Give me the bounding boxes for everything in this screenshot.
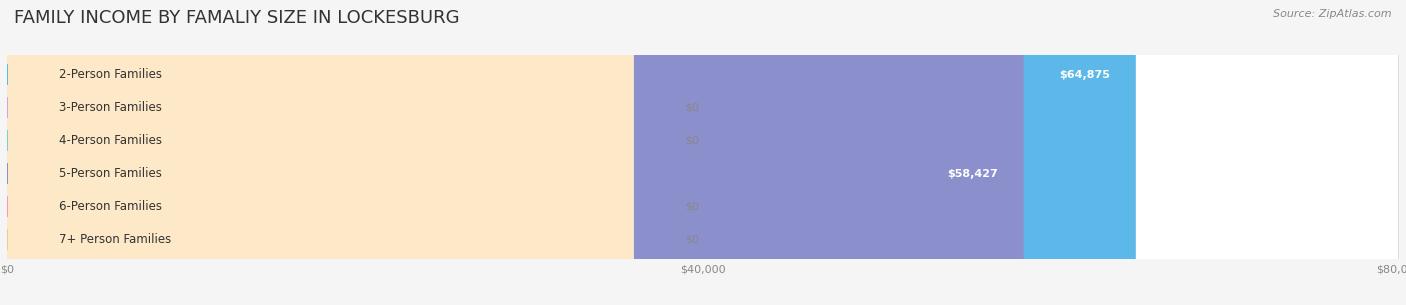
FancyBboxPatch shape: [7, 0, 1399, 305]
Text: $64,875: $64,875: [1059, 70, 1109, 80]
Text: $0: $0: [686, 103, 700, 113]
Text: 4-Person Families: 4-Person Families: [59, 134, 162, 147]
FancyBboxPatch shape: [7, 0, 633, 305]
FancyBboxPatch shape: [7, 0, 633, 305]
FancyBboxPatch shape: [7, 0, 1399, 305]
FancyBboxPatch shape: [7, 0, 633, 305]
Text: $0: $0: [686, 136, 700, 145]
Text: $0: $0: [686, 235, 700, 245]
Text: $0: $0: [686, 202, 700, 211]
Text: 2-Person Families: 2-Person Families: [59, 68, 162, 81]
Text: 6-Person Families: 6-Person Families: [59, 200, 162, 213]
FancyBboxPatch shape: [7, 0, 1399, 305]
Text: Source: ZipAtlas.com: Source: ZipAtlas.com: [1274, 9, 1392, 19]
FancyBboxPatch shape: [7, 0, 633, 305]
Text: 7+ Person Families: 7+ Person Families: [59, 233, 172, 246]
FancyBboxPatch shape: [7, 0, 1399, 305]
Text: 5-Person Families: 5-Person Families: [59, 167, 162, 180]
FancyBboxPatch shape: [7, 0, 633, 305]
FancyBboxPatch shape: [7, 0, 633, 305]
FancyBboxPatch shape: [7, 0, 1136, 305]
FancyBboxPatch shape: [7, 0, 1399, 305]
FancyBboxPatch shape: [7, 0, 1399, 305]
Text: $58,427: $58,427: [946, 169, 997, 178]
Text: FAMILY INCOME BY FAMALIY SIZE IN LOCKESBURG: FAMILY INCOME BY FAMALIY SIZE IN LOCKESB…: [14, 9, 460, 27]
Text: 3-Person Families: 3-Person Families: [59, 101, 162, 114]
FancyBboxPatch shape: [7, 0, 1024, 305]
